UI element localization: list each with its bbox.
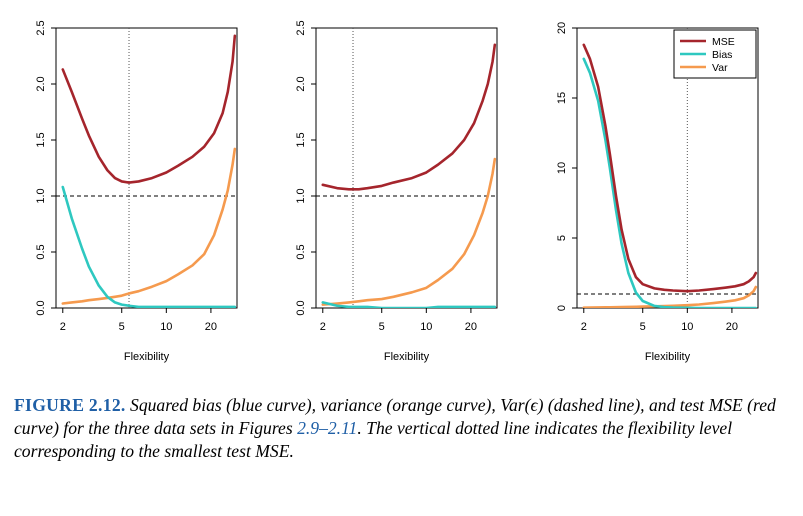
y-tick-label: 0.0 <box>295 300 307 315</box>
y-tick-label: 1.5 <box>295 132 307 147</box>
series-mse-line <box>321 43 497 191</box>
plot-frame <box>55 27 238 309</box>
bias-variance-figure: 0.00.51.01.52.02.52 5 10 20Flexibility0.00.… <box>35 20 759 363</box>
x-tick-label: 20 <box>205 321 217 333</box>
x-tick-label: 5 <box>379 321 385 333</box>
x-tick-label: 10 <box>160 321 172 333</box>
y-tick-label: 2.0 <box>295 76 307 91</box>
y-tick-label: 10 <box>556 162 568 174</box>
x-tick-label: 10 <box>681 321 693 333</box>
series-bias-line <box>321 301 497 308</box>
x-tick-label: 5 <box>640 321 646 333</box>
caption-text-part1: Squared bias (blue curve), variance (ora… <box>14 395 776 438</box>
series-bias-line <box>582 57 758 308</box>
x-tick-label: 2 <box>320 321 326 333</box>
x-axis-label: Flexibility <box>384 351 430 363</box>
legend-label-mse: MSE <box>712 36 735 48</box>
y-tick-label: 0.5 <box>295 244 307 259</box>
y-tick-label: 0.5 <box>35 244 47 259</box>
panel-1: 0.0 0.5 1.0 1.5 2.0 2.5 2 5 10 20 Flexibility <box>35 20 238 363</box>
y-tick-label: 2.5 <box>295 20 307 35</box>
y-tick-label: 1.0 <box>35 188 47 203</box>
y-tick-label: 2.0 <box>35 76 47 91</box>
panel-2: 0.0 0.5 1.0 1.5 2.0 2.5 2 5 10 20 Flexibility <box>295 20 498 363</box>
y-tick-label: 1.0 <box>295 188 307 203</box>
y-tick-label: 0.0 <box>35 300 47 315</box>
series-var-line <box>61 147 237 305</box>
plot-frame <box>315 27 498 309</box>
x-tick-label: 5 <box>119 321 125 333</box>
caption-figure-label: FIGURE 2.12. <box>14 395 126 415</box>
y-tick-label: 15 <box>556 92 568 104</box>
x-tick-label: 2 <box>60 321 66 333</box>
caption-text-part2: . The vertical dotted line indicates the… <box>14 418 733 461</box>
x-axis-label: Flexibility <box>645 351 691 363</box>
caption-figure-reference[interactable]: 2.9–2.11 <box>297 418 358 438</box>
y-tick-label: 5 <box>556 235 568 241</box>
y-tick-label: 2.5 <box>35 20 47 35</box>
x-tick-label: 20 <box>465 321 477 333</box>
legend-label-bias: Bias <box>712 49 732 61</box>
series-mse-line <box>582 43 758 293</box>
x-axis-label: Flexibility <box>124 351 170 363</box>
figure-caption: FIGURE 2.12. Squared bias (blue curve), … <box>14 394 789 463</box>
x-tick-label: 2 <box>581 321 587 333</box>
series-bias-line <box>61 185 237 308</box>
x-tick-label: 10 <box>420 321 432 333</box>
y-tick-label: 1.5 <box>35 132 47 147</box>
y-tick-label: 20 <box>556 22 568 34</box>
legend-label-var: Var <box>712 62 728 74</box>
series-mse-line <box>61 34 237 184</box>
series-var-line <box>321 157 497 306</box>
y-tick-label: 0 <box>556 305 568 311</box>
x-tick-label: 20 <box>726 321 738 333</box>
